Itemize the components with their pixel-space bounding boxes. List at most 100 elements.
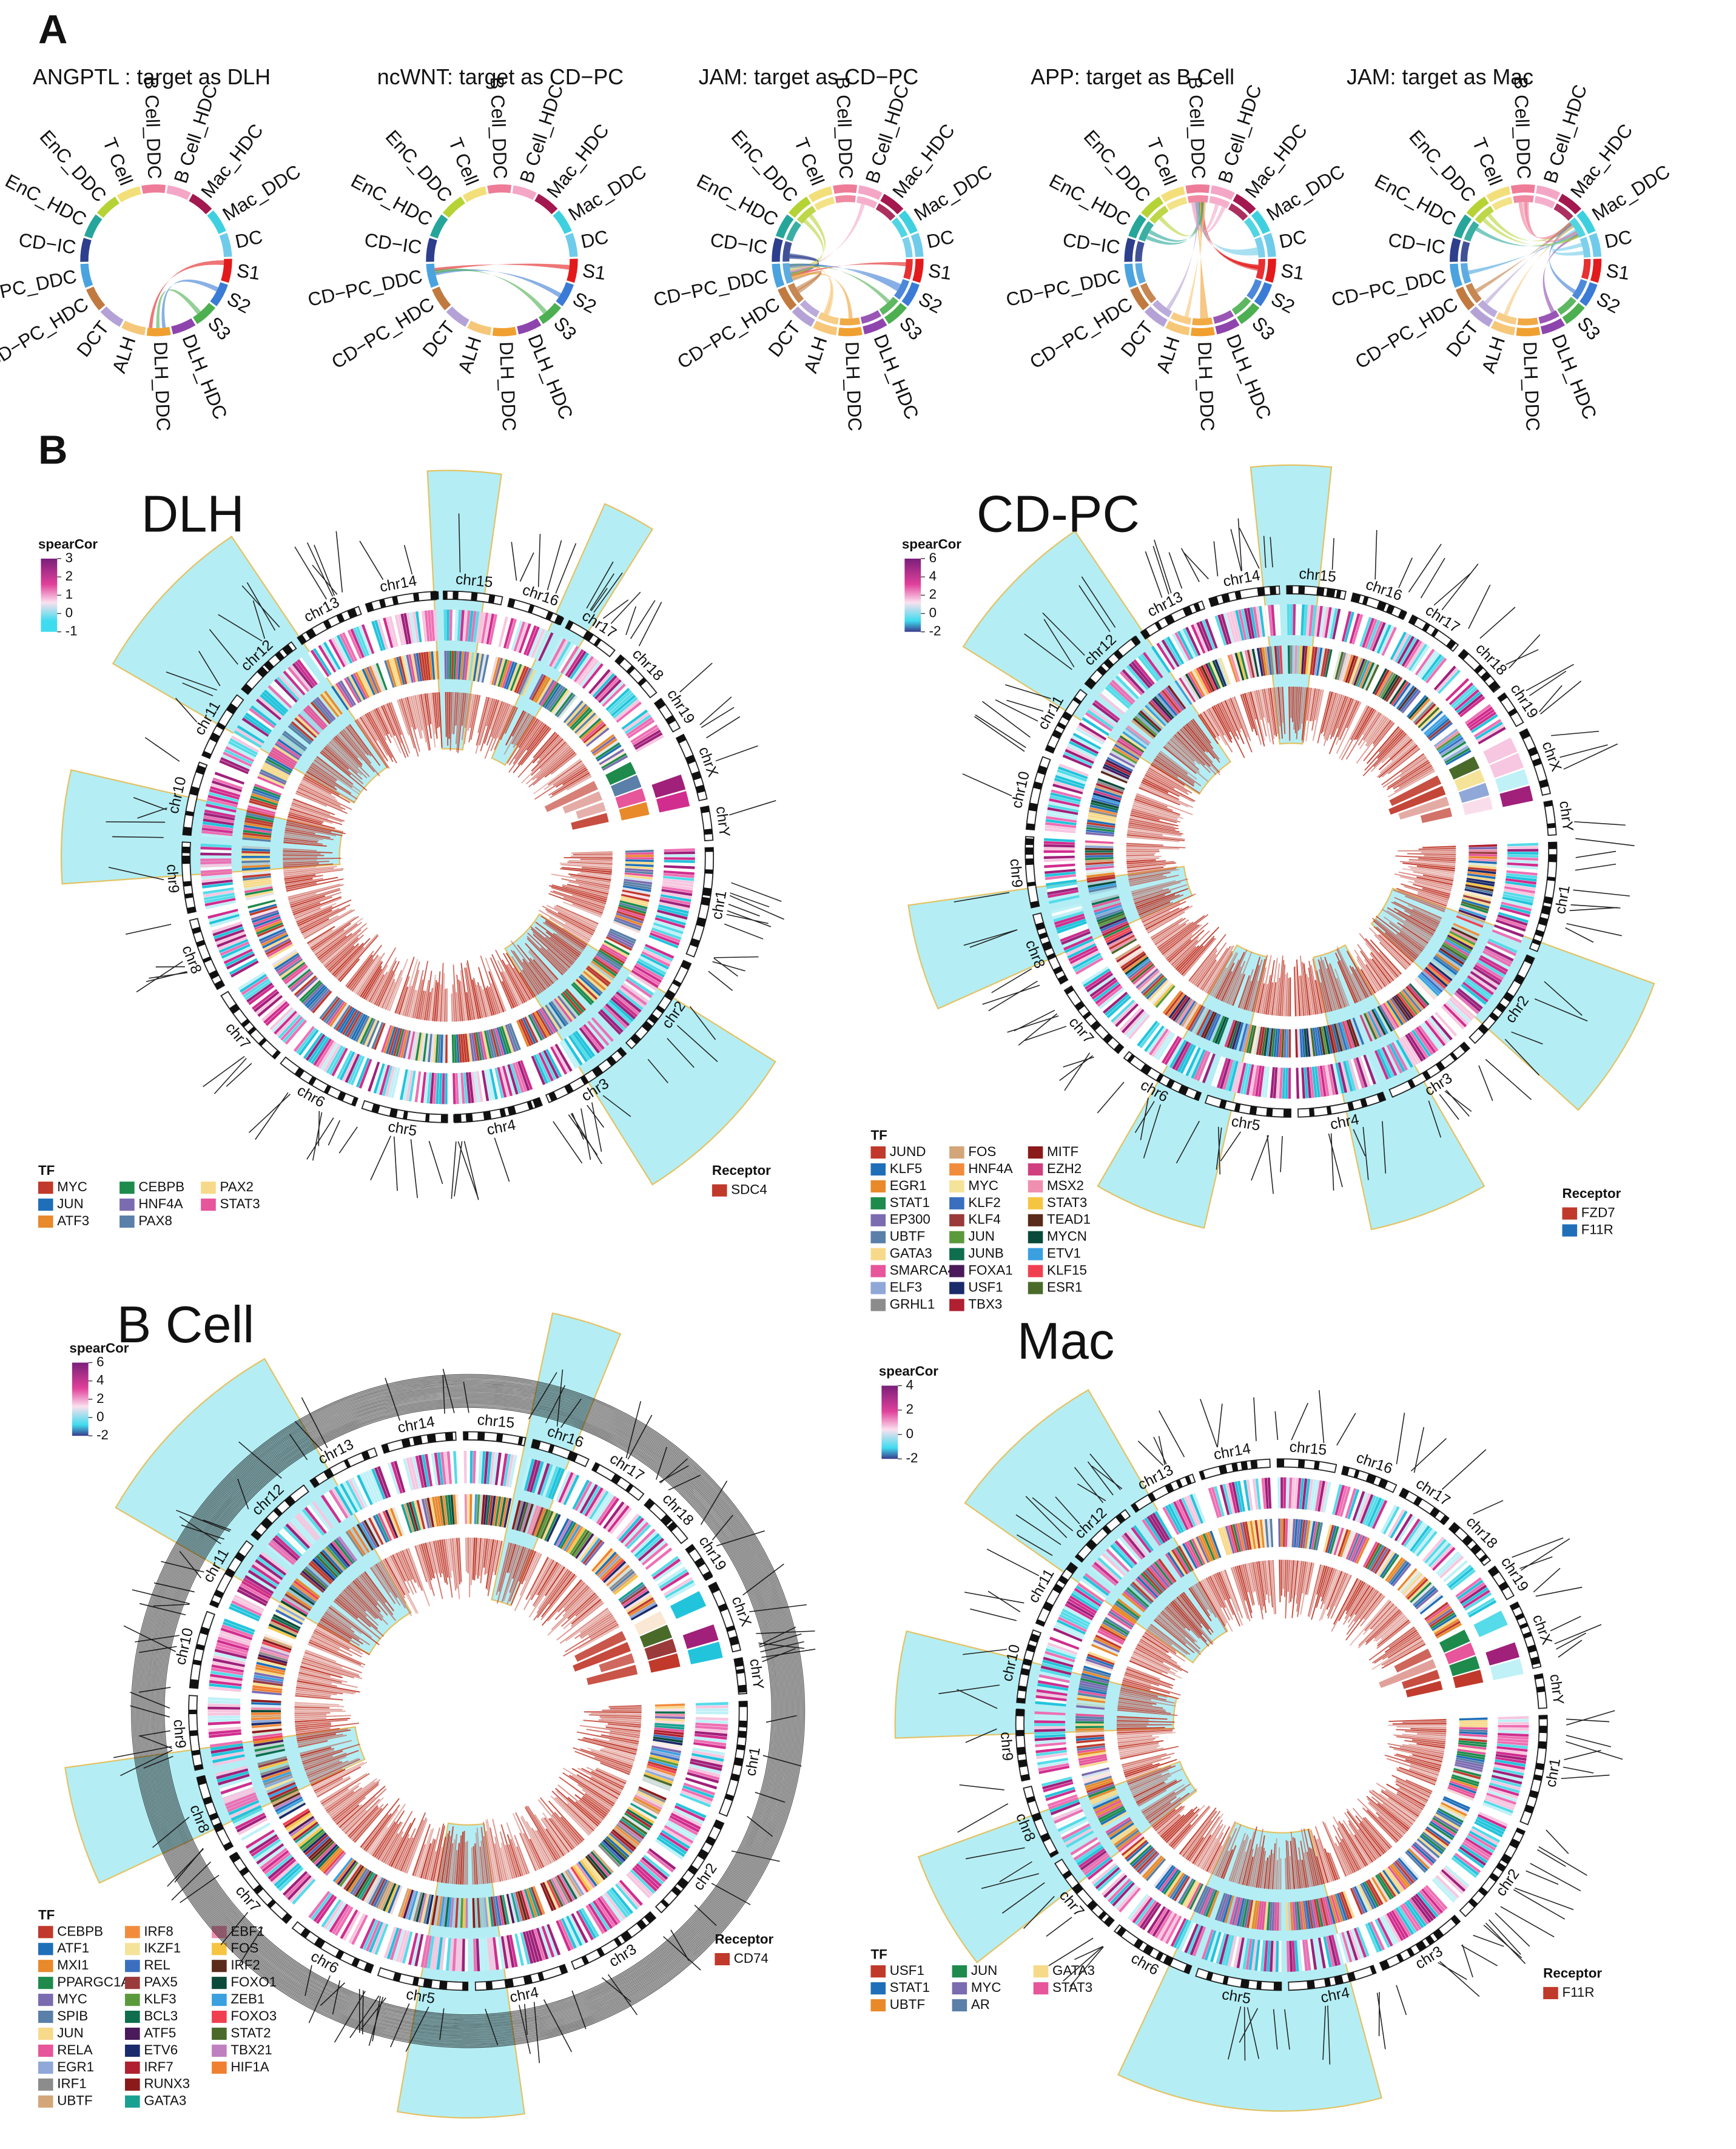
heat-stripe bbox=[243, 715, 271, 735]
chord bbox=[789, 255, 819, 274]
scale-tick-label: 4 bbox=[929, 568, 937, 583]
receptor-bar bbox=[532, 932, 572, 967]
tf-stripe bbox=[243, 882, 272, 889]
tf-stripe bbox=[286, 967, 310, 987]
tf-stripe bbox=[530, 1013, 545, 1040]
heat-stripe bbox=[570, 1034, 591, 1061]
tf-stripe bbox=[304, 707, 326, 729]
legend-title: TF bbox=[38, 1163, 55, 1178]
sector-inner bbox=[1572, 279, 1587, 300]
sector-inner bbox=[1581, 258, 1591, 280]
receptor-bar bbox=[365, 947, 397, 1001]
sector-arc bbox=[84, 214, 103, 239]
tf-stripe bbox=[373, 664, 386, 691]
legend-swatch bbox=[201, 1199, 216, 1211]
heat-stripe bbox=[411, 1071, 419, 1102]
tf-stripe bbox=[625, 849, 654, 853]
heat-stripe bbox=[210, 916, 241, 928]
sector-arc bbox=[1263, 232, 1276, 257]
tf-stripe bbox=[350, 674, 366, 701]
scale-tick-label: -1 bbox=[66, 624, 78, 639]
tf-stripe bbox=[303, 708, 325, 730]
receptor-bar bbox=[323, 747, 349, 770]
tf-stripe bbox=[272, 747, 298, 764]
tf-stripe bbox=[276, 741, 301, 759]
receptor-bar bbox=[383, 981, 396, 1009]
receptor-bar bbox=[304, 774, 340, 796]
heat-stripe bbox=[1288, 1068, 1291, 1099]
heat-stripe bbox=[201, 872, 232, 877]
sector-arc bbox=[1233, 193, 1256, 215]
tf-stripe bbox=[465, 1034, 470, 1062]
sector-arc bbox=[1576, 210, 1596, 234]
tf-stripe bbox=[321, 997, 340, 1021]
tf-stripe bbox=[360, 1017, 374, 1044]
scale-tick-label: -2 bbox=[96, 1427, 109, 1442]
receptor-bar bbox=[289, 889, 341, 906]
heat-stripe bbox=[248, 984, 275, 1006]
heat-stripe bbox=[405, 1070, 414, 1101]
heat-stripe bbox=[334, 1049, 351, 1078]
cytoband bbox=[656, 1005, 665, 1014]
heat-stripe bbox=[397, 614, 406, 645]
receptor-bar bbox=[345, 726, 369, 756]
tf-stripe bbox=[413, 653, 420, 682]
receptor-bar bbox=[519, 972, 536, 997]
receptor-bar bbox=[332, 738, 370, 778]
receptor-bar bbox=[510, 940, 548, 989]
heat-stripe bbox=[589, 1018, 612, 1044]
heat-stripe bbox=[331, 1048, 348, 1077]
cytoband bbox=[247, 1026, 257, 1035]
tf-stripe bbox=[430, 1034, 435, 1063]
tf-stripe bbox=[275, 742, 300, 761]
heat-stripe bbox=[208, 792, 239, 802]
receptor-bar bbox=[285, 878, 324, 886]
sector-arc bbox=[1589, 232, 1602, 257]
tf-stripe bbox=[619, 902, 647, 912]
tf-stripe bbox=[482, 1031, 490, 1060]
tf-stripe bbox=[257, 924, 284, 937]
heat-stripe bbox=[345, 631, 360, 661]
heat-stripe bbox=[318, 645, 337, 673]
tf-stripe bbox=[254, 783, 282, 796]
tf-stripe bbox=[271, 749, 297, 766]
heat-stripe bbox=[587, 1020, 610, 1046]
receptor-bar bbox=[573, 853, 613, 856]
heat-stripe bbox=[408, 1071, 416, 1102]
legend-swatch bbox=[1028, 1265, 1043, 1277]
legend-swatch bbox=[1028, 1248, 1043, 1260]
tf-stripe bbox=[399, 656, 408, 685]
tf-stripe bbox=[580, 974, 603, 995]
legend-label: ATF3 bbox=[57, 1213, 89, 1228]
tf-stripe bbox=[384, 660, 395, 688]
receptor-bar bbox=[488, 986, 499, 1015]
tf-stripe bbox=[281, 732, 306, 752]
receptor-bar bbox=[549, 885, 607, 903]
receptor-bar bbox=[368, 974, 385, 1003]
heat-stripe bbox=[418, 611, 425, 642]
tf-stripe bbox=[655, 1711, 685, 1714]
cytoband bbox=[465, 1113, 473, 1122]
tf-stripe bbox=[460, 651, 465, 680]
heat-stripe bbox=[386, 616, 396, 648]
receptor-bar bbox=[295, 792, 328, 807]
sector-inner bbox=[1170, 312, 1191, 325]
heat-stripe bbox=[664, 857, 695, 860]
receptor-bar bbox=[306, 770, 337, 790]
legend-label: FOS bbox=[968, 1144, 996, 1159]
receptor-bar bbox=[528, 949, 557, 982]
tf-stripe bbox=[391, 657, 401, 686]
tf-stripe bbox=[573, 981, 594, 1004]
tf-stripe bbox=[362, 1018, 376, 1046]
receptor-bar bbox=[485, 987, 495, 1015]
sector-arc bbox=[1470, 306, 1493, 327]
heat-stripe bbox=[211, 780, 242, 792]
legend-label: STAT3 bbox=[220, 1196, 260, 1211]
sector-inner bbox=[1538, 310, 1559, 324]
scale-tick-label: -2 bbox=[929, 624, 941, 639]
heat-stripe bbox=[278, 1014, 301, 1039]
heat-stripe bbox=[453, 1073, 456, 1105]
tf-stripe bbox=[341, 679, 358, 705]
sector-arc bbox=[1455, 286, 1475, 311]
